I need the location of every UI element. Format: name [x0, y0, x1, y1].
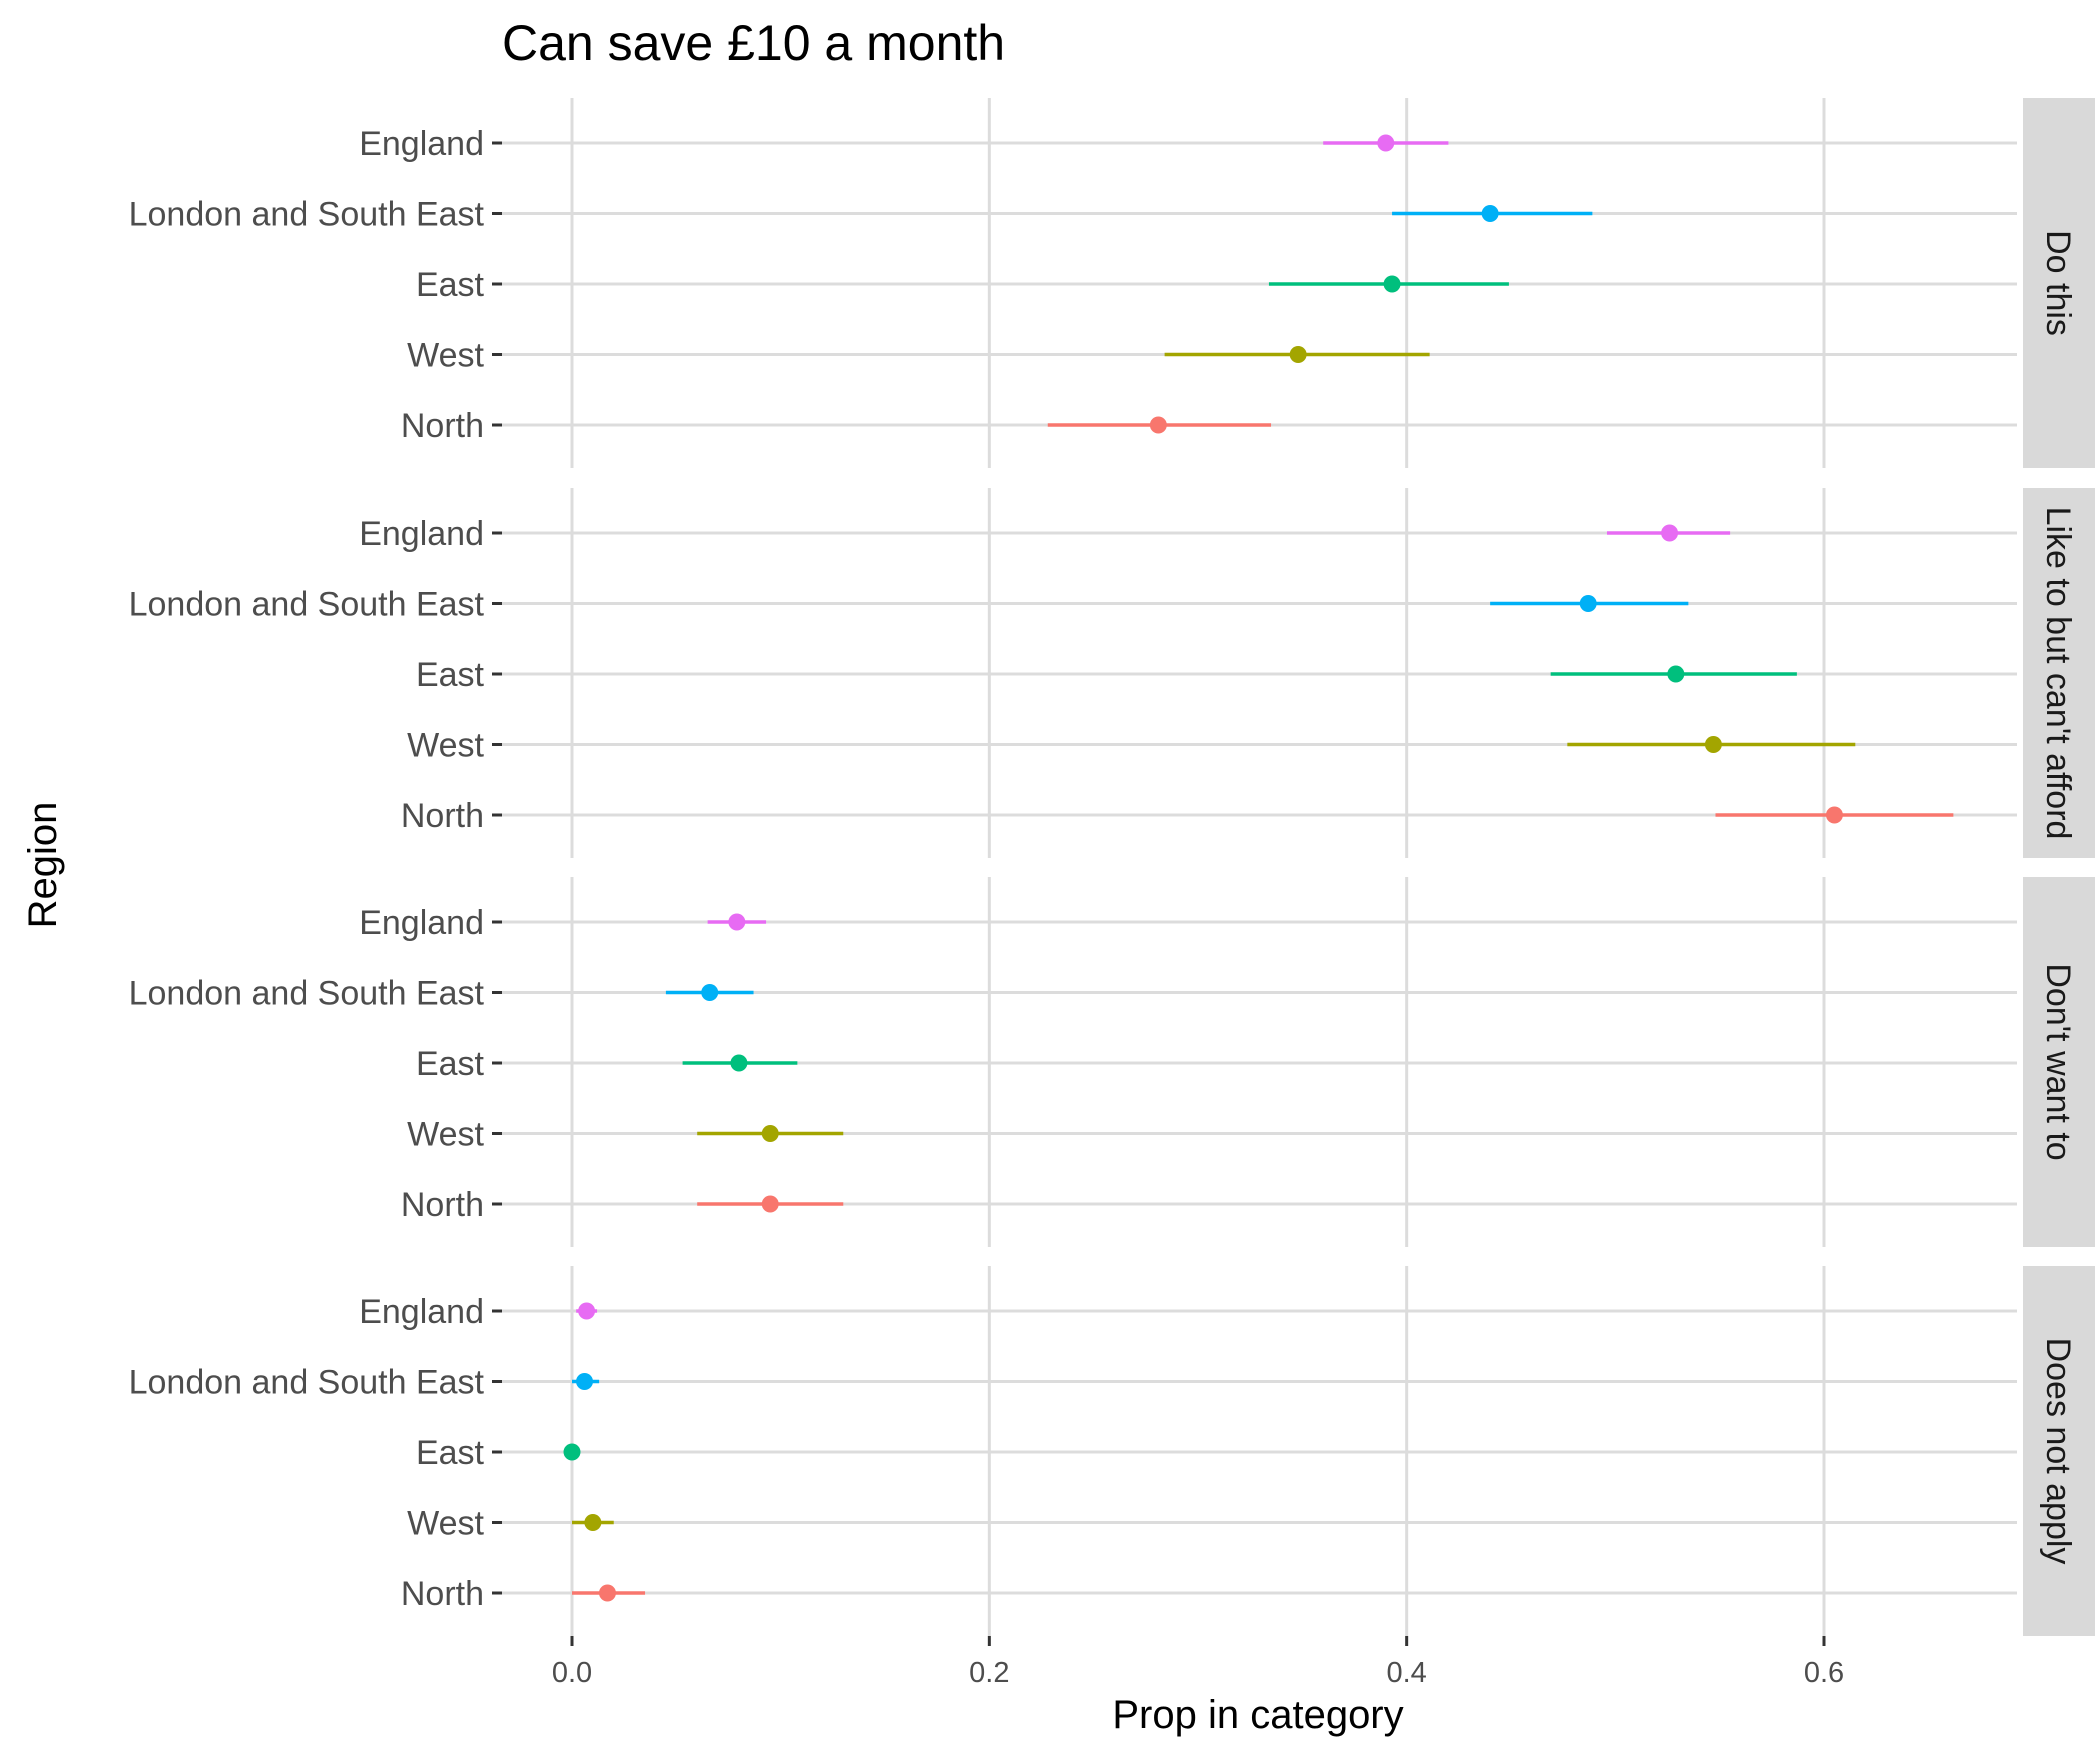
x-axis: 0.0 0.2 0.4 0.6	[552, 1636, 1844, 1689]
data-point	[1481, 205, 1499, 222]
data-point	[598, 1584, 616, 1602]
y-tick-label: North	[401, 1575, 484, 1613]
y-tick-label: London and South East	[129, 196, 485, 234]
y-axis-title: Region	[21, 802, 65, 929]
facet-strip	[2023, 488, 2095, 858]
data-point	[761, 1125, 779, 1142]
y-tick-label: England	[359, 125, 484, 163]
y-tick-label: West	[407, 337, 484, 375]
data-point	[1289, 346, 1307, 363]
facet-strip-label: Don't want to	[2039, 963, 2077, 1160]
y-tick-label: London and South East	[129, 586, 485, 624]
facet-strip-label: Like to but can't afford	[2039, 507, 2077, 840]
y-tick-label: England	[359, 904, 484, 942]
data-point	[1704, 736, 1722, 753]
y-tick-label: North	[401, 407, 484, 445]
y-tick-label: East	[416, 1045, 485, 1083]
facet-strip-label: Do this	[2039, 230, 2077, 336]
data-point	[701, 984, 719, 1001]
x-tick-label: 0.0	[552, 1657, 592, 1689]
data-point	[1383, 275, 1401, 293]
y-tick-label: North	[401, 797, 484, 835]
facet-panels: England London and South East East West Nort…	[129, 98, 2095, 1636]
data-point	[1825, 806, 1843, 824]
facet-panel: England London and South East East West Nort…	[129, 877, 2095, 1247]
x-tick-label: 0.2	[969, 1657, 1009, 1689]
facet-panel: England London and South East East West Nort…	[129, 98, 2095, 468]
data-point	[563, 1443, 581, 1461]
facet-strip	[2023, 98, 2095, 468]
x-tick-label: 0.6	[1804, 1657, 1844, 1689]
y-tick-label: East	[416, 266, 485, 304]
y-tick-label: West	[407, 1505, 484, 1543]
data-point	[576, 1373, 594, 1390]
y-tick-label: East	[416, 656, 485, 694]
data-point	[1149, 416, 1167, 434]
y-tick-label: England	[359, 515, 484, 553]
data-point	[1579, 595, 1597, 612]
data-point	[584, 1514, 602, 1531]
y-tick-label: England	[359, 1293, 484, 1331]
facet-strip-label: Does not apply	[2039, 1338, 2077, 1565]
data-point	[728, 913, 746, 931]
facet-panel: England London and South East East West Nort…	[129, 1266, 2095, 1636]
y-tick-label: East	[416, 1434, 485, 1472]
x-tick-label: 0.4	[1387, 1657, 1427, 1689]
data-point	[1377, 134, 1395, 152]
facet-panel: England London and South East East West Nort…	[129, 488, 2095, 858]
y-tick-label: London and South East	[129, 975, 485, 1013]
data-point	[578, 1302, 596, 1320]
chart-title: Can save £10 a month	[502, 15, 1005, 71]
y-tick-label: West	[407, 1116, 484, 1154]
x-axis-title: Prop in category	[1112, 1693, 1403, 1737]
y-tick-label: London and South East	[129, 1364, 485, 1402]
facet-strip	[2023, 877, 2095, 1247]
y-tick-label: West	[407, 727, 484, 765]
facet-strip	[2023, 1266, 2095, 1636]
data-point	[761, 1195, 779, 1213]
y-tick-label: North	[401, 1186, 484, 1224]
data-point	[1661, 524, 1679, 542]
data-point	[730, 1054, 748, 1072]
data-point	[1667, 665, 1685, 683]
